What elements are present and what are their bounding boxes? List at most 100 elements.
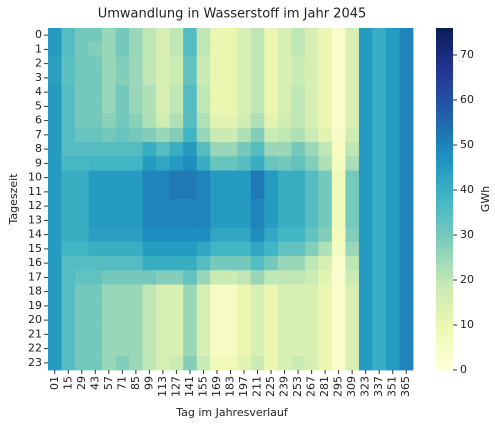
heatmap-cell	[250, 298, 265, 314]
heatmap-cell	[399, 241, 414, 257]
heatmap-cell	[210, 156, 225, 171]
heatmap-cell	[358, 298, 373, 314]
heatmap-cell	[210, 341, 225, 357]
heatmap-cell	[156, 156, 171, 171]
heatmap-cell	[61, 113, 76, 129]
heatmap-cell	[129, 85, 144, 100]
heatmap-cell	[142, 241, 157, 257]
heatmap-cell	[250, 213, 265, 228]
heatmap-cell	[183, 313, 198, 328]
heatmap-cell	[223, 142, 238, 157]
heatmap-cell	[250, 170, 265, 186]
heatmap-cell	[277, 298, 292, 314]
heatmap-cell	[345, 56, 360, 72]
heatmap-cell	[277, 113, 292, 129]
heatmap-cell	[304, 56, 319, 72]
x-tick-label: 225	[264, 376, 277, 397]
heatmap-cell	[250, 284, 265, 300]
heatmap-cell	[399, 199, 414, 214]
heatmap-cell	[210, 199, 225, 214]
heatmap-cell	[48, 127, 62, 143]
heatmap-cell	[102, 284, 116, 300]
heatmap-cell	[264, 256, 279, 271]
heatmap-cell	[318, 56, 333, 72]
heatmap-cell	[345, 199, 360, 214]
heatmap-cell	[358, 199, 373, 214]
heatmap-cell	[385, 85, 400, 100]
heatmap-cell	[250, 156, 265, 171]
heatmap-cell	[372, 184, 387, 200]
y-tick-label: 23	[28, 356, 42, 369]
heatmap-cell	[183, 85, 198, 100]
heatmap-cell	[399, 284, 414, 300]
heatmap-cell	[129, 270, 144, 285]
heatmap-cell	[75, 256, 89, 271]
heatmap-cell	[48, 298, 62, 314]
colorbar-tick-label: 30	[460, 228, 474, 241]
heatmap-cell	[250, 199, 265, 214]
heatmap-cell	[48, 156, 62, 171]
heatmap-cell	[210, 256, 225, 271]
heatmap-cell	[129, 170, 144, 186]
heatmap-cell	[102, 42, 116, 57]
heatmap-cell	[142, 355, 157, 371]
heatmap-cell	[358, 113, 373, 129]
heatmap-cell	[169, 99, 184, 114]
heatmap-cell	[129, 327, 144, 342]
heatmap-cell	[304, 170, 319, 186]
heatmap-cell	[223, 70, 238, 86]
heatmap-cell	[183, 284, 198, 300]
heatmap-cell	[129, 127, 144, 143]
heatmap-cell	[75, 284, 89, 300]
heatmap-cell	[291, 113, 306, 129]
heatmap-cell	[183, 227, 198, 243]
heatmap-cell	[304, 355, 319, 371]
heatmap-cell	[331, 70, 346, 86]
x-tick-label: 197	[237, 376, 250, 397]
heatmap-cell	[102, 113, 116, 129]
heatmap-cell	[142, 213, 157, 228]
heatmap-cell	[210, 355, 225, 371]
heatmap-cell	[385, 184, 400, 200]
heatmap-cell	[196, 156, 211, 171]
heatmap-cell	[183, 270, 198, 285]
heatmap-cell	[250, 127, 265, 143]
heatmap-cell	[318, 142, 333, 157]
heatmap-cell	[264, 156, 279, 171]
x-tick-label: 29	[75, 376, 88, 390]
x-tick-label: 99	[142, 376, 155, 390]
heatmap-cell	[264, 184, 279, 200]
heatmap-cell	[345, 113, 360, 129]
heatmap-cell	[88, 113, 103, 129]
heatmap-cell	[142, 127, 157, 143]
heatmap-cell	[61, 284, 76, 300]
heatmap-cell	[223, 156, 238, 171]
heatmap-cell	[331, 355, 346, 371]
heatmap-cell	[345, 355, 360, 371]
heatmap-cell	[183, 298, 198, 314]
heatmap-cell	[129, 113, 144, 129]
heatmap-cell	[156, 70, 171, 86]
heatmap-cell	[237, 99, 252, 114]
heatmap-cell	[210, 113, 225, 129]
heatmap-cell	[385, 284, 400, 300]
heatmap-cell	[196, 142, 211, 157]
heatmap-cell	[102, 142, 116, 157]
heatmap-cell	[223, 113, 238, 129]
heatmap-cell	[75, 70, 89, 86]
heatmap-cell	[102, 156, 116, 171]
heatmap-cell	[48, 56, 62, 72]
heatmap-cell	[372, 170, 387, 186]
heatmap-cell	[102, 127, 116, 143]
heatmap-cell	[102, 227, 116, 243]
heatmap-cell	[237, 270, 252, 285]
heatmap-cell	[210, 142, 225, 157]
heatmap-cell	[237, 42, 252, 57]
heatmap-cell	[399, 298, 414, 314]
heatmap-cell	[102, 213, 116, 228]
heatmap-cell	[88, 327, 103, 342]
heatmap-cell	[237, 355, 252, 371]
heatmap-cell	[210, 298, 225, 314]
heatmap-cell	[48, 256, 62, 271]
heatmap-cell	[399, 70, 414, 86]
